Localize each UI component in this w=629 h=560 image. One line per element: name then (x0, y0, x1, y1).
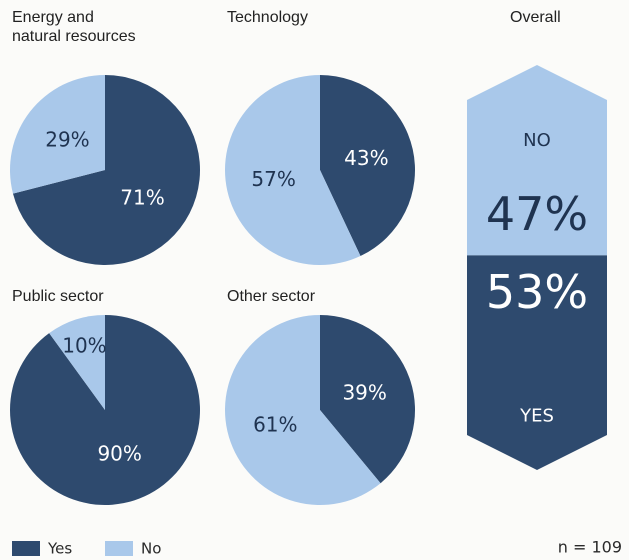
slice-label: 10% (62, 333, 106, 357)
slice-label: 43% (344, 146, 388, 170)
slice-label: 61% (253, 413, 297, 437)
chart-title: Overall (510, 9, 561, 26)
legend-label: No (141, 540, 161, 558)
overall-category: YES (519, 405, 554, 426)
chart-title: Other sector (227, 288, 316, 305)
pie-slice (49, 315, 105, 410)
pie-slice (225, 75, 361, 265)
slice-label: 90% (97, 442, 141, 466)
overall-part (467, 255, 607, 470)
pie-slice (9, 75, 105, 194)
slice-label: 39% (342, 380, 386, 404)
slice-label: 29% (45, 127, 89, 151)
legend-swatch (12, 541, 40, 556)
pie-slice (320, 315, 415, 484)
pie-slice (320, 75, 415, 256)
overall-part (467, 65, 607, 256)
chart-title: Energy and natural resources (12, 9, 136, 45)
pie-slice (12, 75, 200, 265)
legend-swatch (105, 541, 133, 556)
pie-slice (9, 315, 200, 505)
legend-label: Yes (47, 540, 72, 558)
slice-label: 57% (251, 167, 295, 191)
note: n = 109 (558, 538, 622, 557)
overall-value: 47% (486, 187, 588, 241)
slice-label: 71% (120, 186, 164, 210)
chart-title: Technology (227, 9, 308, 26)
pie-slice (224, 315, 381, 505)
overall-value: 53% (486, 265, 588, 319)
overall-category: NO (523, 130, 551, 151)
chart-title: Public sector (12, 288, 104, 305)
